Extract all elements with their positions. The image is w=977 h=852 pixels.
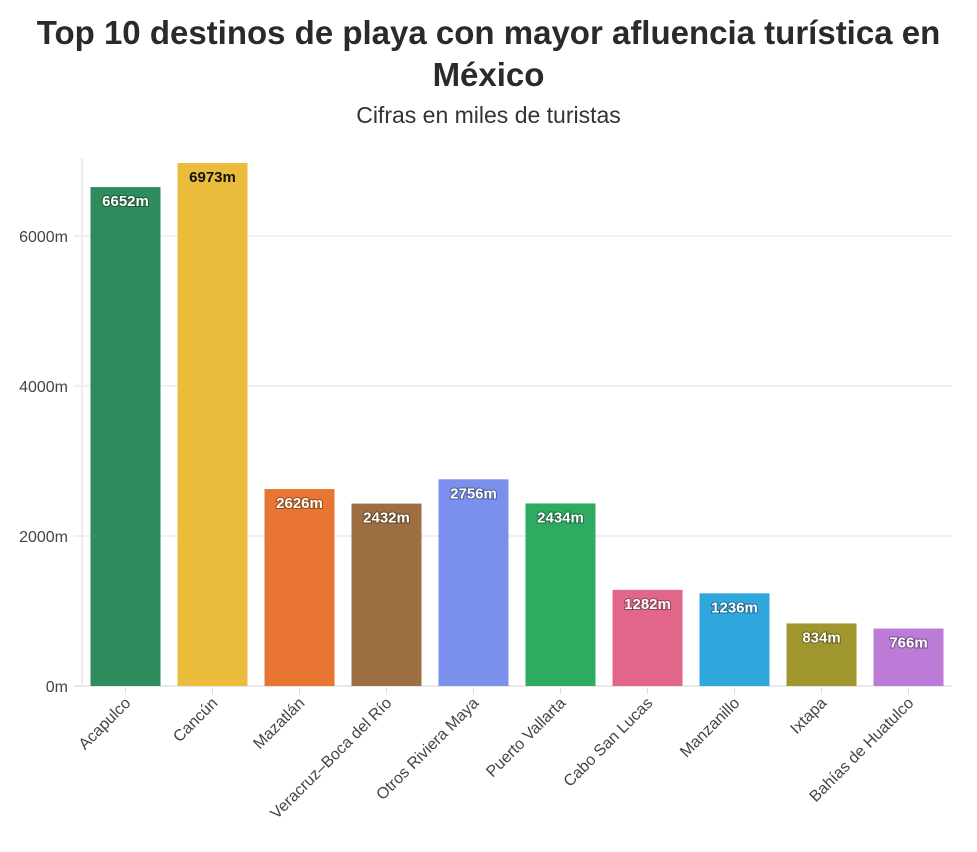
- bar: [612, 589, 683, 686]
- bar: [525, 503, 596, 686]
- y-tick-label: 4000m: [19, 379, 68, 396]
- bar: [786, 623, 857, 686]
- data-label: 6652m: [102, 193, 149, 210]
- data-label: 2756m: [450, 485, 497, 502]
- data-label: 766m: [889, 635, 927, 652]
- bar: [699, 593, 770, 686]
- data-label: 2434m: [537, 509, 584, 526]
- x-tick-label: Puerto Vallarta: [483, 695, 569, 781]
- bar: [438, 479, 509, 686]
- x-tick-label: Mazatlán: [250, 695, 308, 753]
- data-label: 2432m: [363, 510, 410, 527]
- x-tick-label: Cancún: [170, 695, 221, 746]
- chart-subtitle: Cifras en miles de turistas: [356, 102, 621, 128]
- y-tick-label: 0m: [46, 679, 68, 696]
- bar: [351, 503, 422, 686]
- x-tick-label: Cabo San Lucas: [561, 695, 657, 791]
- bar: [90, 187, 161, 686]
- data-label: 6973m: [189, 169, 236, 186]
- data-label: 2626m: [276, 495, 323, 512]
- y-tick-label: 6000m: [19, 229, 68, 246]
- data-label: 834m: [802, 629, 840, 646]
- data-label: 1282m: [624, 596, 671, 613]
- x-tick-label: Manzanillo: [677, 695, 743, 761]
- bar: [264, 489, 335, 686]
- bar: [873, 628, 944, 686]
- chart-title: Top 10 destinos de playa con mayor aflue…: [36, 14, 941, 93]
- bar: [177, 163, 248, 686]
- x-tick-label: Acapulco: [76, 695, 135, 754]
- data-label: 1236m: [711, 599, 758, 616]
- y-tick-label: 2000m: [19, 529, 68, 546]
- x-tick-label: Ixtapa: [787, 695, 830, 738]
